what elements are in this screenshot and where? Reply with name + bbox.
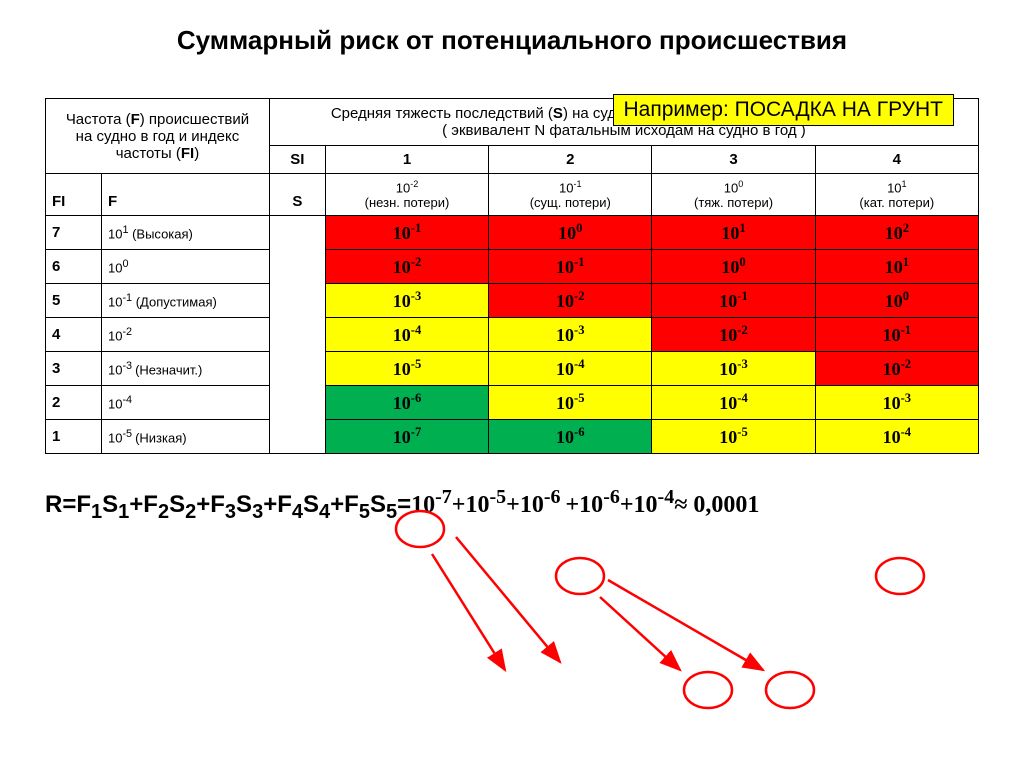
cell-3-1: 10-4 [489, 352, 652, 386]
cell-6-0: 10-2 [325, 250, 488, 284]
fi-1: 1 [46, 420, 102, 454]
fi-label: FI [46, 174, 102, 216]
f-1: 10-5 (Низкая) [101, 420, 269, 454]
cell-2-3: 10-3 [815, 386, 978, 420]
fi-3: 3 [46, 352, 102, 386]
cell-7-0: 10-1 [325, 216, 488, 250]
si-val-3: 4 [815, 146, 978, 174]
cell-3-3: 10-2 [815, 352, 978, 386]
cell-2-0: 10-6 [325, 386, 488, 420]
cell-1-0: 10-7 [325, 420, 488, 454]
f-3: 10-3 (Незначит.) [101, 352, 269, 386]
fi-6: 6 [46, 250, 102, 284]
cell-2-1: 10-5 [489, 386, 652, 420]
s-desc-2: 100(тяж. потери) [652, 174, 815, 216]
f-label: F [101, 174, 269, 216]
f-2: 10-4 [101, 386, 269, 420]
cell-7-1: 100 [489, 216, 652, 250]
s-desc-1: 10-1(сущ. потери) [489, 174, 652, 216]
freq-header: Частота (F) происшествий на судно в год … [46, 99, 270, 174]
annotation-arrow [608, 580, 763, 670]
f-5: 10-1 (Допустимая) [101, 284, 269, 318]
cell-7-3: 102 [815, 216, 978, 250]
cell-5-3: 100 [815, 284, 978, 318]
si-val-2: 3 [652, 146, 815, 174]
cell-5-2: 10-1 [652, 284, 815, 318]
f-7: 101 (Высокая) [101, 216, 269, 250]
fi-5: 5 [46, 284, 102, 318]
cell-6-3: 101 [815, 250, 978, 284]
cell-4-2: 10-2 [652, 318, 815, 352]
example-label: Например: ПОСАДКА НА ГРУНТ [613, 94, 954, 126]
annotation-circle [684, 672, 732, 708]
si-val-1: 2 [489, 146, 652, 174]
cell-6-1: 10-1 [489, 250, 652, 284]
risk-matrix-table: Частота (F) происшествий на судно в год … [45, 98, 979, 454]
fi-4: 4 [46, 318, 102, 352]
annotation-arrow [456, 537, 560, 662]
cell-1-3: 10-4 [815, 420, 978, 454]
annotation-arrow [432, 554, 505, 670]
annotation-circle [876, 558, 924, 594]
annotation-arrow [600, 597, 680, 670]
fi-2: 2 [46, 386, 102, 420]
cell-3-2: 10-3 [652, 352, 815, 386]
si-val-0: 1 [325, 146, 488, 174]
cell-1-1: 10-6 [489, 420, 652, 454]
cell-7-2: 101 [652, 216, 815, 250]
cell-5-1: 10-2 [489, 284, 652, 318]
s-desc-3: 101(кат. потери) [815, 174, 978, 216]
cell-1-2: 10-5 [652, 420, 815, 454]
cell-5-0: 10-3 [325, 284, 488, 318]
cell-3-0: 10-5 [325, 352, 488, 386]
fi-7: 7 [46, 216, 102, 250]
cell-2-2: 10-4 [652, 386, 815, 420]
blank-col [269, 216, 325, 454]
cell-4-3: 10-1 [815, 318, 978, 352]
formula: R=F1S1+F2S2+F3S3+F4S4+F5S5=10-7+10-5+10-… [45, 486, 979, 524]
annotation-circle [556, 558, 604, 594]
annotation-circle [766, 672, 814, 708]
cell-6-2: 100 [652, 250, 815, 284]
f-6: 100 [101, 250, 269, 284]
s-label: S [269, 174, 325, 216]
si-label: SI [269, 146, 325, 174]
f-4: 10-2 [101, 318, 269, 352]
s-desc-0: 10-2(незн. потери) [325, 174, 488, 216]
page-title: Суммарный риск от потенциального происше… [45, 25, 979, 56]
cell-4-0: 10-4 [325, 318, 488, 352]
cell-4-1: 10-3 [489, 318, 652, 352]
